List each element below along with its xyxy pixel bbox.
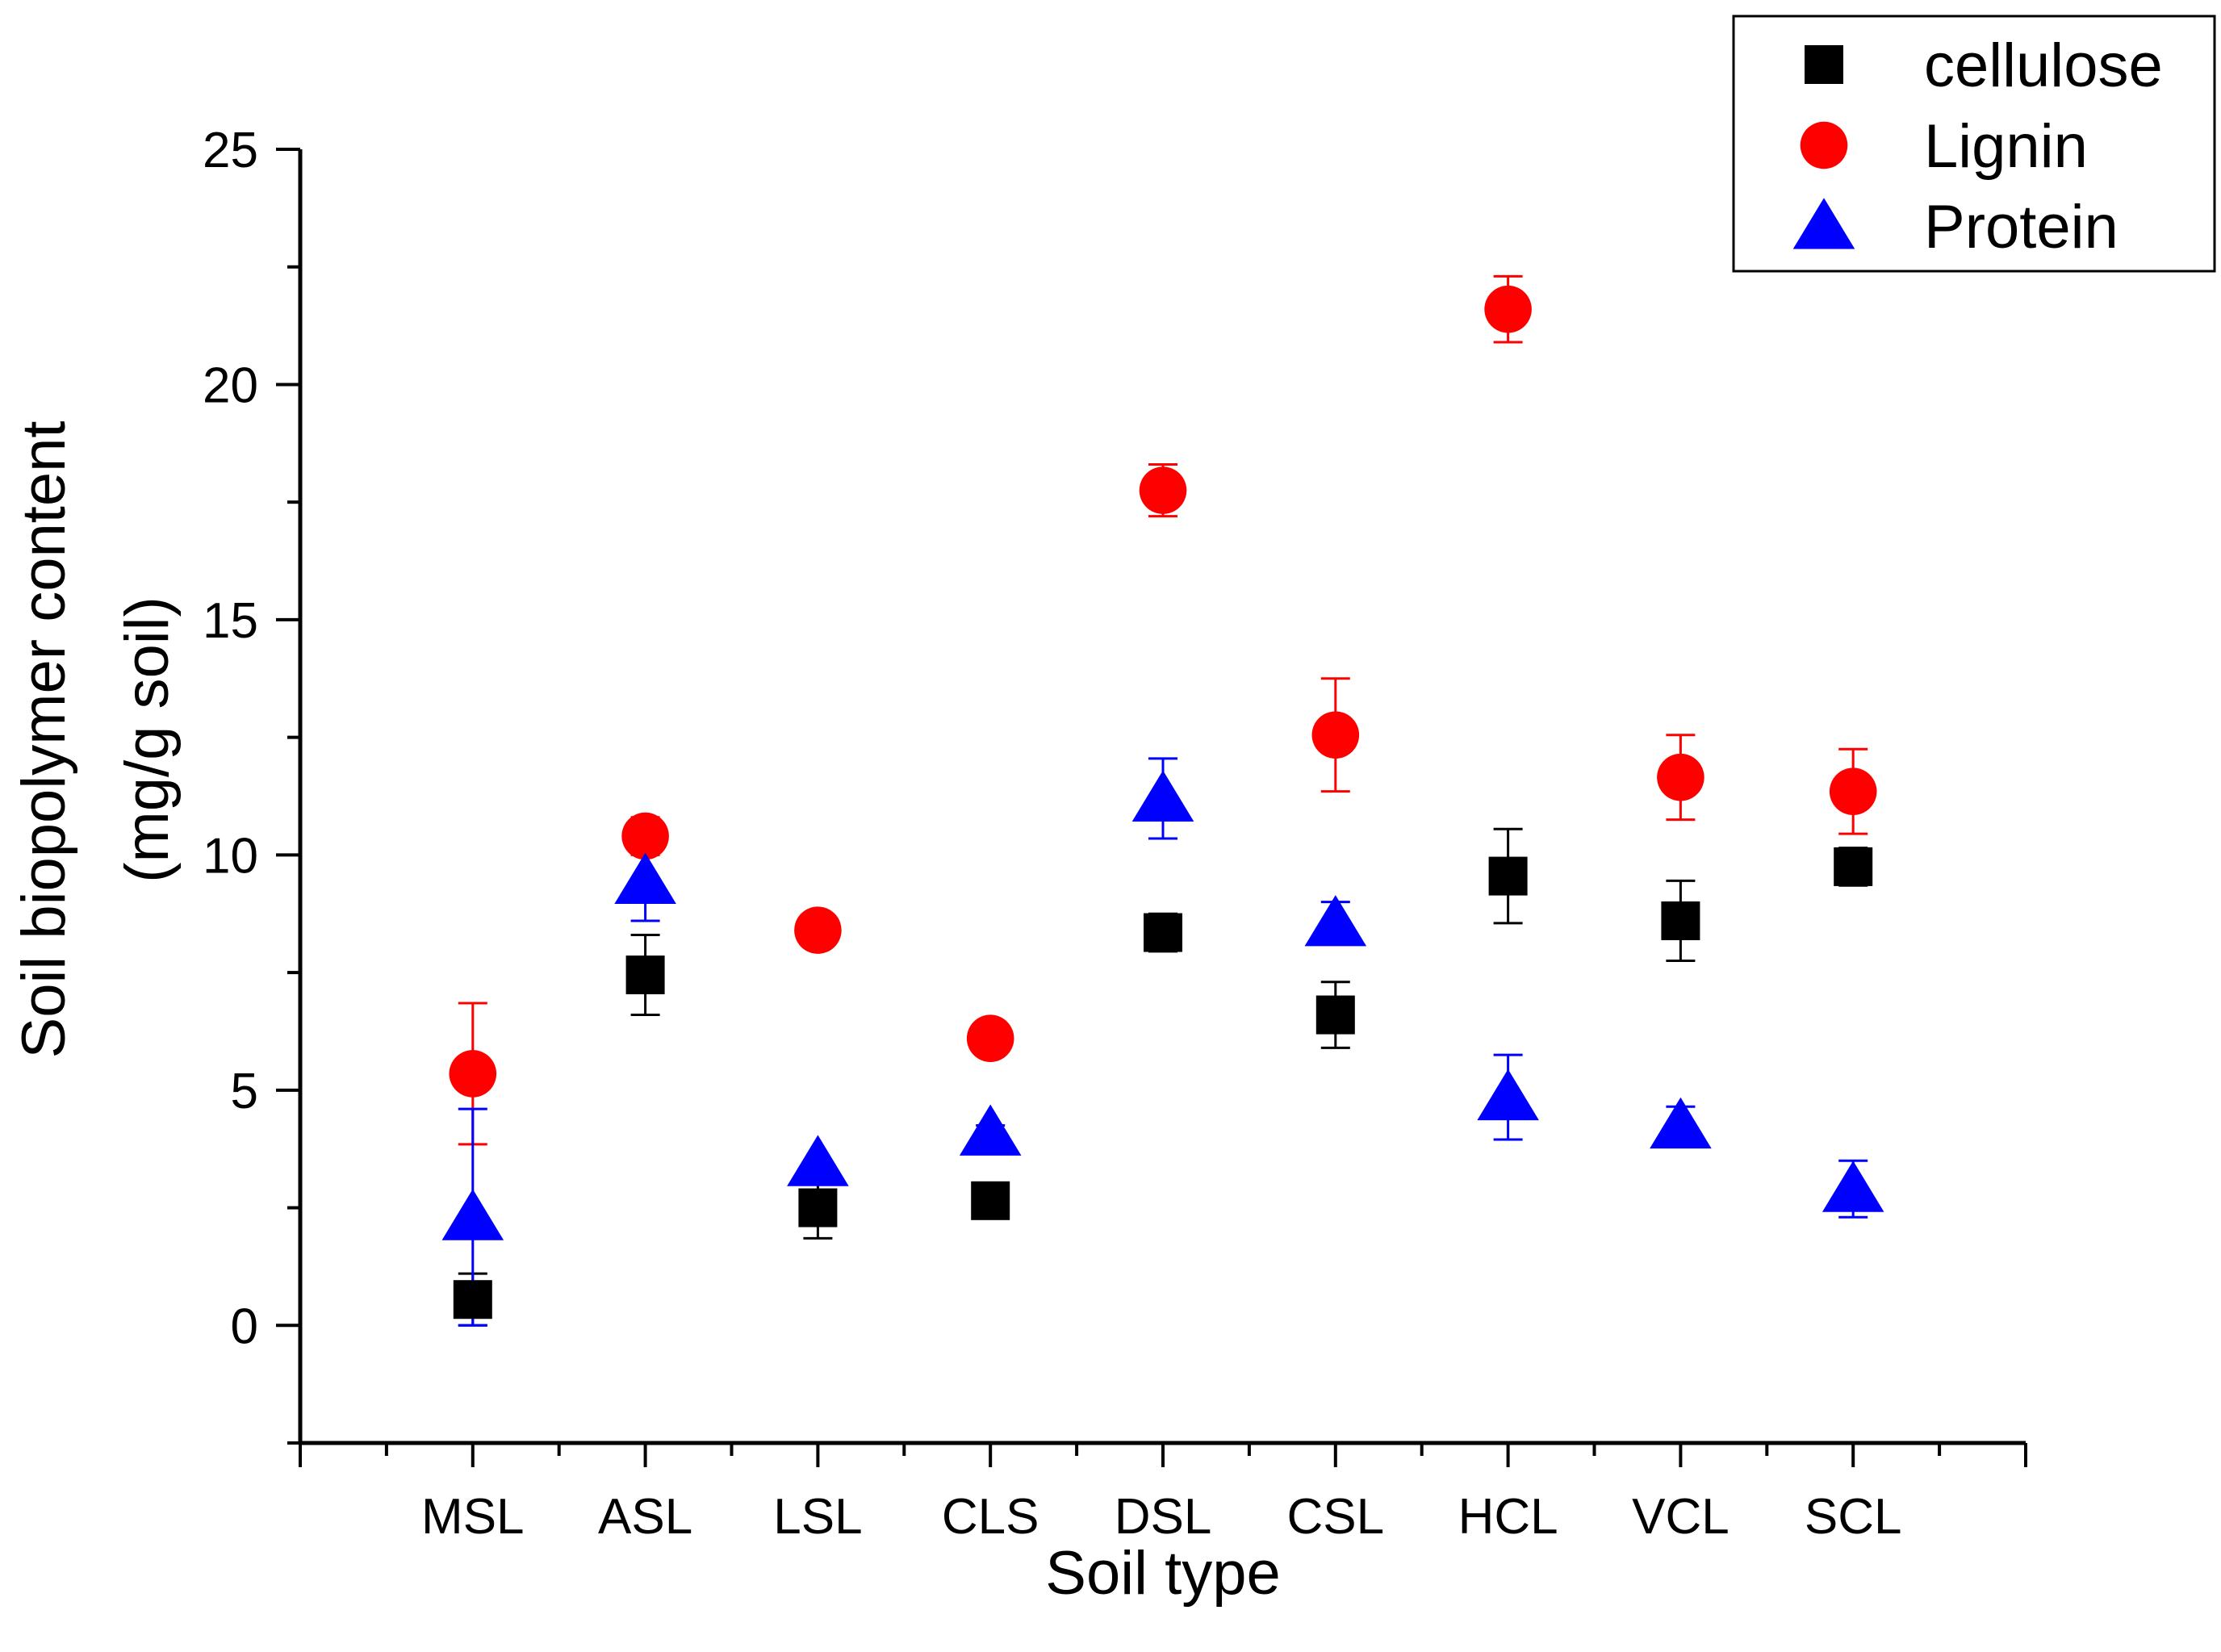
point-cellulose (625, 956, 665, 995)
point-protein (441, 1189, 504, 1240)
y-tick-label: 25 (203, 123, 258, 178)
point-lignin (1657, 753, 1704, 801)
x-tick-label-vcl: VCL (1632, 1489, 1730, 1545)
points (441, 285, 1884, 1320)
point-protein (1650, 1097, 1712, 1149)
x-tick-label-cls: CLS (942, 1489, 1039, 1545)
point-cellulose (971, 1181, 1010, 1220)
point-lignin (1311, 711, 1360, 759)
point-protein (787, 1135, 849, 1186)
point-lignin (966, 1014, 1014, 1062)
y-tick-label: 10 (203, 828, 258, 884)
point-cellulose (798, 1188, 838, 1227)
point-protein (1477, 1069, 1539, 1121)
point-cellulose (1661, 901, 1700, 940)
y-axis-title-line1: Soil biopolymer content (10, 421, 78, 1059)
y-ticks: 0 5 10 15 20 25 (203, 123, 300, 1445)
y-tick-label: 5 (231, 1064, 258, 1119)
legend-label-cellulose: cellulose (1924, 31, 2163, 100)
legend-label-lignin: Lignin (1924, 112, 2088, 181)
point-lignin (1139, 466, 1187, 514)
point-lignin (1484, 285, 1532, 333)
y-axis-title-line2: (mg/g soil) (113, 596, 182, 883)
legend-marker-cellulose (1805, 45, 1843, 84)
legend-marker-lignin (1800, 121, 1848, 169)
y-axis-title: Soil biopolymer content (mg/g soil) (10, 421, 182, 1059)
point-cellulose (1834, 847, 1873, 886)
legend-marker-protein (1792, 198, 1855, 249)
point-protein (1131, 770, 1194, 822)
point-cellulose (1315, 995, 1355, 1035)
x-tick-label-hcl: HCL (1458, 1489, 1558, 1545)
point-lignin (794, 906, 842, 954)
y-tick-label: 0 (231, 1299, 258, 1354)
x-tick-label-msl: MSL (421, 1489, 524, 1545)
x-tick-label-asl: ASL (598, 1489, 692, 1545)
x-tick-label-dsl: DSL (1115, 1489, 1212, 1545)
y-tick-label: 15 (203, 593, 258, 649)
point-cellulose (1144, 913, 1182, 952)
point-cellulose (453, 1280, 492, 1320)
point-protein (1304, 895, 1367, 947)
point-protein (614, 852, 676, 904)
x-tick-label-lsl: LSL (773, 1489, 862, 1545)
point-cellulose (1488, 856, 1528, 896)
y-tick-label: 20 (203, 358, 258, 413)
point-protein (959, 1104, 1022, 1156)
point-lignin (1829, 767, 1877, 815)
legend-label-protein: Protein (1924, 193, 2119, 261)
legend: cellulose Lignin Protein (1732, 15, 2216, 273)
point-lignin (449, 1050, 497, 1098)
point-protein (1822, 1161, 1884, 1212)
x-ticks: MSL ASL LSL CLS DSL CSL HCL VCL SCL (299, 1443, 2027, 1545)
x-tick-label-scl: SCL (1805, 1489, 1902, 1545)
x-tick-label-csl: CSL (1286, 1489, 1384, 1545)
x-axis-title: Soil type (1045, 1539, 1281, 1608)
point-lignin (621, 812, 669, 860)
